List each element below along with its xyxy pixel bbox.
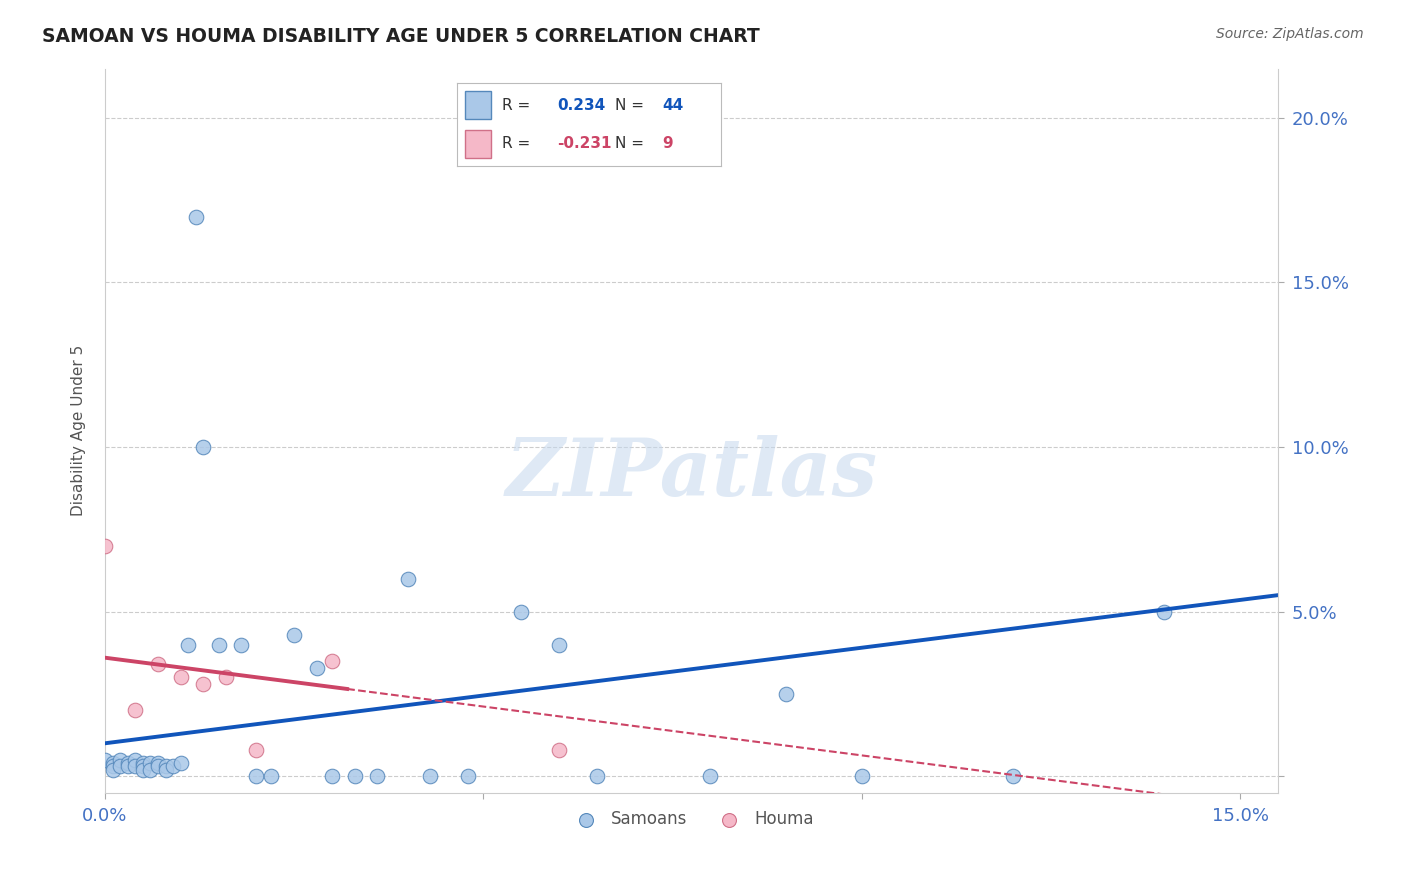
Point: [207, 638, 229, 652]
Point: [101, 763, 124, 777]
Point: [124, 703, 146, 717]
Text: ZIPatlas: ZIPatlas: [505, 435, 877, 513]
Point: [851, 769, 873, 783]
Point: [94, 539, 117, 553]
Point: [193, 440, 215, 454]
Point: [1153, 605, 1175, 619]
Point: [177, 638, 200, 652]
Point: [419, 769, 441, 783]
Point: [548, 638, 571, 652]
Point: [184, 210, 207, 224]
Text: SAMOAN VS HOUMA DISABILITY AGE UNDER 5 CORRELATION CHART: SAMOAN VS HOUMA DISABILITY AGE UNDER 5 C…: [42, 27, 759, 45]
Point: [245, 769, 267, 783]
Point: [260, 769, 283, 783]
Point: [124, 759, 146, 773]
Point: [155, 763, 177, 777]
Point: [101, 756, 124, 770]
Point: [132, 756, 155, 770]
Point: [117, 756, 139, 770]
Legend: Samoans, Houma: Samoans, Houma: [562, 804, 820, 835]
Point: [169, 670, 191, 684]
Point: [231, 638, 253, 652]
Point: [245, 743, 267, 757]
Point: [117, 759, 139, 773]
Text: Source: ZipAtlas.com: Source: ZipAtlas.com: [1216, 27, 1364, 41]
Point: [146, 759, 169, 773]
Point: [457, 769, 479, 783]
Point: [321, 769, 343, 783]
Point: [699, 769, 721, 783]
Point: [305, 660, 328, 674]
Point: [108, 759, 131, 773]
Point: [343, 769, 366, 783]
Point: [101, 759, 124, 773]
Point: [215, 670, 238, 684]
Point: [283, 628, 305, 642]
Point: [155, 759, 177, 773]
Point: [321, 654, 343, 668]
Point: [146, 657, 169, 672]
Point: [366, 769, 388, 783]
Point: [1002, 769, 1025, 783]
Point: [169, 756, 191, 770]
Point: [94, 753, 117, 767]
Point: [146, 756, 169, 770]
Point: [775, 687, 797, 701]
Point: [132, 763, 155, 777]
Y-axis label: Disability Age Under 5: Disability Age Under 5: [72, 345, 86, 516]
Point: [396, 572, 419, 586]
Point: [132, 759, 155, 773]
Point: [124, 753, 146, 767]
Point: [193, 677, 215, 691]
Point: [108, 753, 131, 767]
Point: [162, 759, 184, 773]
Point: [139, 756, 162, 770]
Point: [586, 769, 609, 783]
Point: [548, 743, 571, 757]
Point: [139, 763, 162, 777]
Point: [510, 605, 533, 619]
